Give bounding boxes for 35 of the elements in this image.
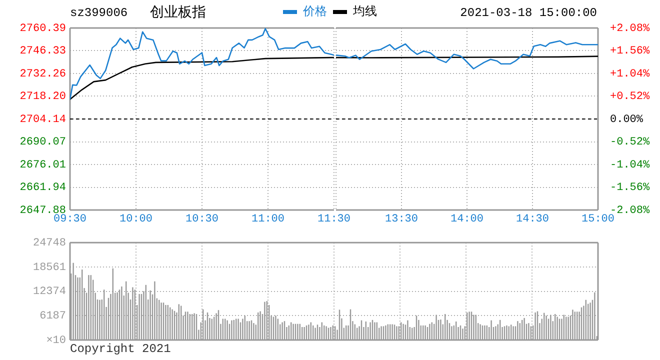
chart-subtitle: sz399006 (70, 6, 128, 20)
y-tick-label: 2732.26 (20, 68, 66, 80)
legend-label: 均线 (352, 4, 377, 18)
y-tick-label: 18561 (32, 262, 66, 274)
text: +1.56% (610, 46, 650, 58)
x-tick-label: 14:00 (450, 214, 484, 226)
text: +2.08% (610, 22, 650, 35)
y-tick-label: 24748 (32, 238, 66, 250)
y-tick-label: 2661.94 (20, 182, 66, 194)
text: -0.52% (610, 136, 650, 149)
x-tick-label: 11:00 (251, 214, 285, 226)
x-tick-label: 11:30 (317, 214, 351, 226)
y-axis-title: ×10 (46, 334, 66, 347)
x-tick-label: 10:00 (119, 214, 153, 226)
y-tick-label: 6187 (40, 310, 66, 323)
x-tick-label: 15:00 (581, 214, 615, 226)
text: +1.04% (610, 68, 650, 80)
y-tick-label: 2704.14 (20, 114, 66, 126)
y-tick-label: 2718.20 (20, 91, 66, 104)
y-tick-label: 2676.01 (20, 159, 66, 172)
text: 0.00% (610, 114, 644, 126)
y-tick-label: 2760.39 (20, 22, 66, 35)
y-tick-label: 2746.33 (20, 46, 66, 58)
text: 2021-03-18 15:00:00 (460, 6, 597, 20)
text: Copyright 2021 (70, 342, 171, 356)
chart-title: 创业板指 (150, 4, 206, 21)
text: -1.56% (610, 182, 650, 194)
text: -1.04% (610, 159, 650, 172)
y-tick-label: 12374 (32, 286, 66, 298)
x-tick-label: 14:30 (516, 214, 550, 226)
x-tick-label: 10:30 (185, 214, 219, 226)
y-tick-label: 2690.07 (20, 136, 66, 149)
legend-label: 价格 (302, 4, 327, 18)
x-tick-label: 13:30 (384, 214, 418, 226)
text: +0.52% (610, 91, 650, 104)
